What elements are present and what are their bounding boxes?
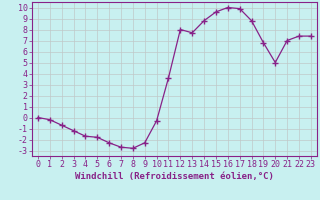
X-axis label: Windchill (Refroidissement éolien,°C): Windchill (Refroidissement éolien,°C) [75,172,274,181]
